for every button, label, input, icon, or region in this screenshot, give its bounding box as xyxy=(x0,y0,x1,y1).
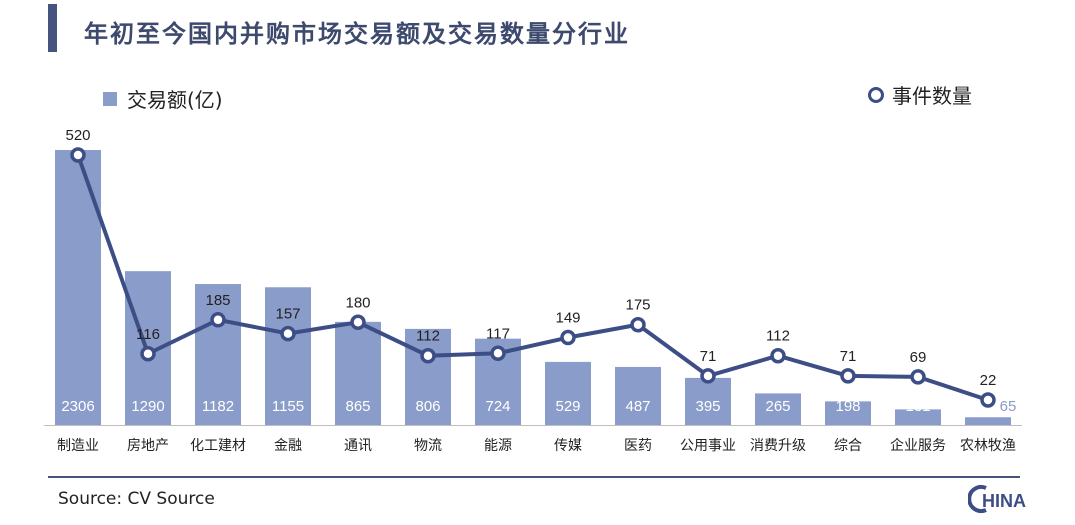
line-point-5 xyxy=(420,347,436,364)
bar-value-label-0: 2306 xyxy=(61,398,94,415)
page-title: 年初至今国内并购市场交易额及交易数量分行业 xyxy=(84,19,630,48)
bar-value-label-1: 1290 xyxy=(131,398,164,415)
bar-11 xyxy=(825,401,871,425)
bar-10 xyxy=(755,393,801,425)
line-point-4 xyxy=(350,314,366,331)
category-label-11: 综合 xyxy=(834,438,862,454)
bar-value-label-8: 487 xyxy=(625,398,650,415)
bar-value-label-10: 265 xyxy=(765,398,790,415)
bar-value-label-9: 395 xyxy=(695,398,720,415)
footer-divider xyxy=(48,476,1020,478)
line-point-11 xyxy=(840,368,856,384)
bar-9 xyxy=(685,377,731,425)
bar-12 xyxy=(895,409,941,425)
legend-bar-label: 交易额(亿) xyxy=(127,88,223,112)
bar-13 xyxy=(965,417,1011,425)
category-label-5: 物流 xyxy=(414,438,442,454)
legend-bar-swatch xyxy=(103,91,117,106)
source-note: Source: CV Source xyxy=(58,489,215,509)
bar-5 xyxy=(405,328,451,425)
line-point-1 xyxy=(140,346,156,362)
category-label-3: 金融 xyxy=(274,438,302,454)
bar-value-label-12: 131 xyxy=(905,398,930,415)
bar-3 xyxy=(265,287,311,425)
line-point-6 xyxy=(490,345,506,362)
line-point-12 xyxy=(910,369,926,385)
legend-line-series: 事件数量 xyxy=(868,80,972,109)
line-value-label-9: 71 xyxy=(700,348,717,365)
category-label-2: 化工建材 xyxy=(190,438,246,454)
line-point-10 xyxy=(770,347,786,364)
line-value-label-5: 112 xyxy=(416,328,440,345)
line-value-label-6: 117 xyxy=(486,325,510,342)
bar-4 xyxy=(335,321,381,425)
line-point-3 xyxy=(280,325,296,342)
bar-value-label-13: 65 xyxy=(1000,398,1017,415)
line-point-2 xyxy=(210,312,226,328)
category-label-12: 企业服务 xyxy=(890,437,946,454)
line-point-8 xyxy=(630,316,646,333)
line-series-path xyxy=(76,154,989,402)
bar-value-label-5: 806 xyxy=(415,398,440,415)
title-accent-bar xyxy=(48,4,57,52)
category-label-1: 房地产 xyxy=(127,438,169,454)
category-label-13: 农林牧渔 xyxy=(960,438,1016,454)
bar-2 xyxy=(195,284,241,425)
china-logo: HINA xyxy=(968,485,1026,513)
line-point-7 xyxy=(560,329,576,346)
bar-value-label-4: 865 xyxy=(345,398,370,415)
logo-c-mark xyxy=(968,485,987,513)
legend-bar-series: 交易额(亿) xyxy=(103,84,223,113)
category-label-0: 制造业 xyxy=(57,438,99,454)
bar-value-label-11: 198 xyxy=(835,398,860,415)
bar-0 xyxy=(55,150,101,425)
line-value-label-3: 157 xyxy=(275,306,300,323)
bar-value-label-7: 529 xyxy=(555,398,580,415)
line-value-label-4: 180 xyxy=(345,294,370,311)
line-value-label-10: 112 xyxy=(766,328,790,345)
line-value-label-11: 71 xyxy=(840,348,857,365)
line-point-13 xyxy=(980,392,996,408)
line-point-9 xyxy=(700,368,716,384)
line-value-label-2: 185 xyxy=(205,292,230,309)
bar-8 xyxy=(615,366,661,425)
category-label-7: 传媒 xyxy=(554,438,582,454)
legend-line-label: 事件数量 xyxy=(892,84,972,108)
line-value-label-1: 116 xyxy=(136,326,160,343)
bar-value-label-6: 724 xyxy=(485,398,510,415)
line-value-label-0: 520 xyxy=(65,127,90,144)
category-label-10: 消费升级 xyxy=(750,438,806,454)
line-value-label-7: 149 xyxy=(555,310,580,327)
line-point-0 xyxy=(70,147,86,163)
logo-text: HINA xyxy=(982,491,1026,511)
category-label-9: 公用事业 xyxy=(680,438,736,454)
line-value-label-12: 69 xyxy=(910,349,927,366)
category-label-8: 医药 xyxy=(624,438,652,454)
category-label-4: 通讯 xyxy=(344,438,372,454)
line-value-label-8: 175 xyxy=(625,297,650,314)
category-label-6: 能源 xyxy=(484,438,512,454)
bar-7 xyxy=(545,361,591,425)
line-value-label-13: 22 xyxy=(980,372,997,389)
legend-line-marker xyxy=(868,86,884,103)
bar-value-label-3: 1155 xyxy=(272,398,304,415)
bar-value-label-2: 1182 xyxy=(202,398,234,415)
